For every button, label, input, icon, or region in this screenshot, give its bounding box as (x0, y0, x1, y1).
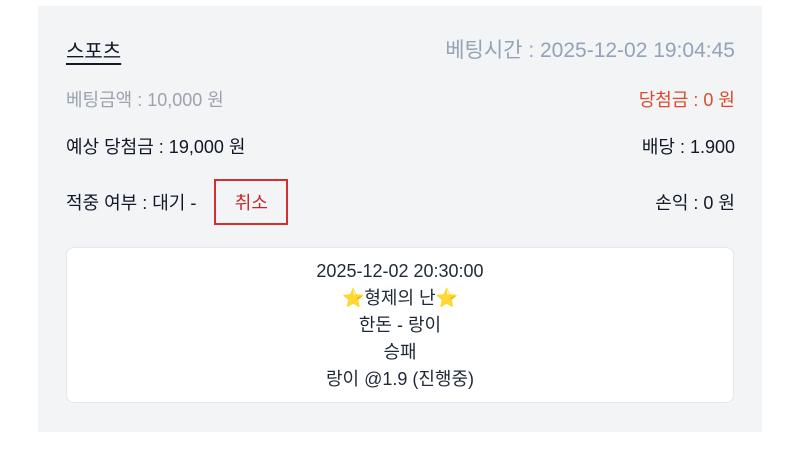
league-name: ⭐형제의 난⭐ (341, 287, 459, 308)
match-teams: 한돈 - 랑이 (358, 314, 442, 335)
market-type: 승패 (383, 341, 417, 362)
match-time: 2025-12-02 20:30:00 (316, 260, 484, 281)
bet-category-title[interactable]: 스포츠 (66, 40, 122, 63)
bet-amount: 베팅금액 : 10,000 원 (66, 90, 224, 110)
cancel-button[interactable]: 취소 (214, 179, 289, 225)
bet-detail-box: 2025-12-02 20:30:00 ⭐형제의 난⭐ 한돈 - 랑이 승패 랑… (66, 247, 734, 403)
odds: 배당 : 1.900 (641, 137, 735, 157)
hit-status: 적중 여부 : 대기 - (66, 193, 197, 213)
bet-card: 스포츠 베팅시간 : 2025-12-02 19:04:45 베팅금액 : 10… (38, 6, 762, 432)
selected-pick: 랑이 @1.9 (진행중) (325, 368, 475, 389)
profit: 손익 : 0 원 (655, 193, 735, 213)
win-amount: 당첨금 : 0 원 (638, 90, 735, 110)
bet-time: 베팅시간 : 2025-12-02 19:04:45 (445, 39, 735, 62)
expected-win: 예상 당첨금 : 19,000 원 (66, 137, 246, 157)
